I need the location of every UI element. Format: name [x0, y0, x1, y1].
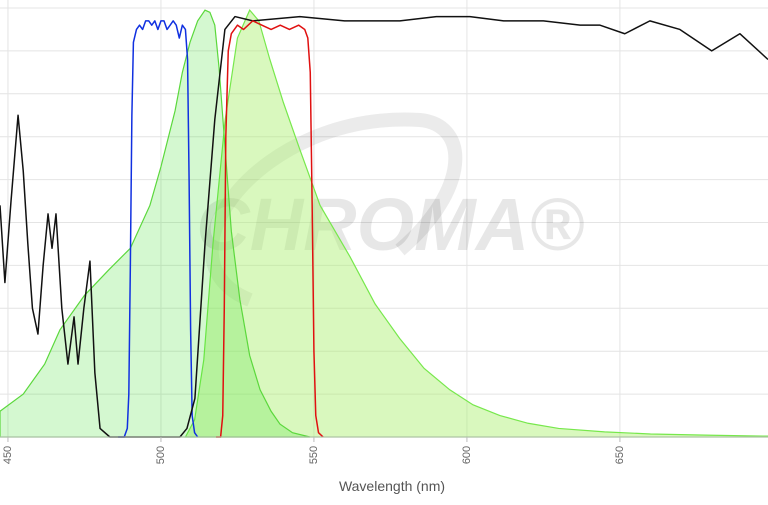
- area: [0, 9, 311, 438]
- line: [118, 20, 199, 438]
- ticks: 450 500 550 600 650: [2, 437, 626, 464]
- watermark: CHROMA®: [196, 183, 584, 266]
- line: [216, 20, 324, 438]
- area: [184, 9, 768, 438]
- x-axis-title: Wavelength (nm): [339, 478, 445, 494]
- areas: [0, 9, 768, 438]
- x-tick-label: 550: [308, 446, 320, 464]
- x-tick-label: 600: [461, 446, 473, 464]
- x-tick-label: 500: [155, 446, 167, 464]
- x-tick-label: 650: [614, 446, 626, 464]
- x-tick-label: 450: [2, 446, 14, 464]
- line: [0, 15, 768, 438]
- lines: [0, 15, 768, 438]
